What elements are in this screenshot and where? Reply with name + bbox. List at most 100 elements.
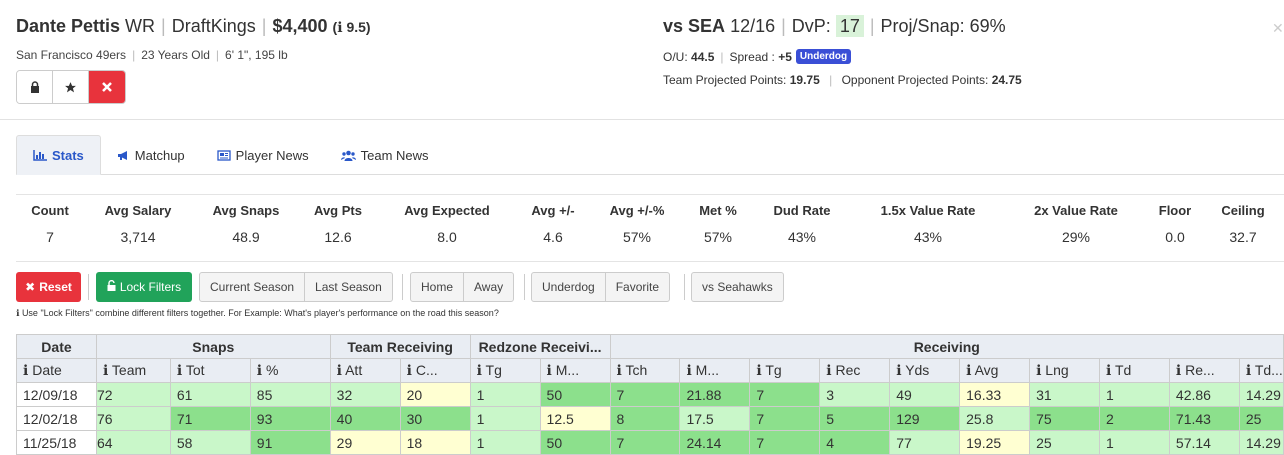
- favorite-button[interactable]: Favorite: [615, 280, 660, 294]
- group-team-receiving: Team Receiving: [329, 334, 471, 359]
- column-header[interactable]: ℹ C...: [399, 358, 471, 383]
- away-button[interactable]: Away: [474, 280, 504, 294]
- vs-team-button[interactable]: vs Seahawks: [702, 280, 773, 294]
- team-proj-label: Team Projected Points:: [663, 73, 787, 87]
- column-header[interactable]: ℹ Team: [95, 358, 171, 383]
- table-cell: 19.25: [959, 430, 1031, 455]
- table-cell: 7: [749, 382, 821, 407]
- game-log-table: Date Snaps Team Receiving Redzone Receiv…: [16, 334, 1284, 455]
- table-cell: 75: [1029, 406, 1100, 431]
- column-header[interactable]: ℹ Rec: [819, 358, 891, 383]
- lock-button[interactable]: [17, 71, 53, 103]
- home-button[interactable]: Home: [411, 273, 465, 301]
- column-header[interactable]: ℹ Date: [16, 358, 97, 383]
- dvp-label: DvP:: [791, 16, 831, 36]
- megaphone-icon: [117, 150, 127, 160]
- table-cell: 31: [1029, 382, 1100, 407]
- column-header[interactable]: ℹ Re...: [1168, 358, 1240, 383]
- sort-info-icon: ℹ: [1036, 362, 1046, 378]
- column-header[interactable]: ℹ Att: [329, 358, 401, 383]
- ou-value: 44.5: [691, 49, 715, 64]
- player-title: Dante Pettis WR | DraftKings | $4,400 (ℹ 9.5…: [16, 16, 371, 36]
- table-cell: 76: [95, 406, 171, 431]
- table-cell: 77: [889, 430, 961, 455]
- projected-points: Team Projected Points: 19.75 | Opponent …: [663, 73, 1022, 87]
- spread-value: +5: [778, 49, 792, 64]
- column-header[interactable]: ℹ M...: [679, 358, 751, 383]
- column-header[interactable]: ℹ Tg: [469, 358, 541, 383]
- tab-stats[interactable]: Stats: [16, 135, 101, 175]
- player-salary: $4,400: [272, 16, 328, 36]
- sort-info-icon: ℹ: [546, 362, 556, 378]
- underdog-badge: Underdog: [795, 49, 852, 64]
- close-icon: ✖: [25, 280, 36, 294]
- column-header[interactable]: ℹ M...: [539, 358, 611, 383]
- column-header[interactable]: ℹ Td...: [1238, 358, 1284, 383]
- table-cell: 1: [1099, 382, 1170, 407]
- lock-filters-button[interactable]: Lock Filters: [96, 272, 192, 302]
- tab-label: Matchup: [134, 147, 185, 163]
- stats-summary: Count 7 Avg Salary 3,714 Avg Snaps 48.9 Avg…: [16, 194, 1284, 262]
- column-header[interactable]: ℹ Tch: [609, 358, 681, 383]
- column-header[interactable]: ℹ %: [249, 358, 331, 383]
- table-cell: 71.43: [1168, 406, 1240, 431]
- column-header[interactable]: ℹ Tot: [169, 358, 251, 383]
- sort-info-icon: ℹ: [756, 362, 766, 378]
- table-cell: 49: [889, 382, 961, 407]
- lock-icon: [30, 81, 39, 93]
- remove-button[interactable]: [89, 71, 125, 103]
- sort-info-icon: ℹ: [1175, 362, 1186, 378]
- column-header[interactable]: ℹ Td: [1099, 358, 1170, 383]
- column-header[interactable]: ℹ Avg: [959, 358, 1031, 383]
- table-cell: 14.29: [1238, 430, 1284, 455]
- close-modal-icon[interactable]: ✕: [1272, 20, 1284, 36]
- table-group-header-row: Date Snaps Team Receiving Redzone Receiv…: [16, 334, 1284, 359]
- table-cell: 32: [329, 382, 401, 407]
- filter-bar: ✖ Reset Lock Filters Current Season Last …: [16, 272, 1284, 302]
- tab-team-news[interactable]: Team News: [325, 135, 445, 175]
- users-icon: [340, 150, 356, 161]
- underdog-button[interactable]: Underdog: [532, 273, 606, 301]
- table-cell: 25: [1238, 406, 1284, 431]
- table-row: 12/02/18 76 71 93 40 30 1 12.5 8 17.5 7 5 129 25.8 75 2…: [16, 406, 1284, 431]
- favorite-button[interactable]: [53, 71, 89, 103]
- column-header[interactable]: ℹ Yds: [889, 358, 961, 383]
- table-cell: 24.14: [679, 430, 751, 455]
- game-log: Date Snaps Team Receiving Redzone Receiv…: [16, 334, 1284, 455]
- table-cell: 3: [819, 382, 891, 407]
- tab-matchup[interactable]: Matchup: [101, 135, 201, 175]
- tab-label: Player News: [235, 147, 309, 163]
- table-cell: 17.5: [679, 406, 751, 431]
- sort-info-icon: ℹ: [476, 362, 486, 378]
- column-header[interactable]: ℹ Lng: [1029, 358, 1100, 383]
- sort-info-icon: ℹ: [616, 362, 626, 378]
- tab-player-news[interactable]: Player News: [201, 135, 325, 175]
- opp-proj-label: Opponent Projected Points:: [841, 73, 989, 87]
- odds-filter-group: Underdog Favorite: [531, 272, 671, 302]
- table-cell: 7: [749, 406, 821, 431]
- column-header[interactable]: ℹ Tg: [749, 358, 821, 383]
- player-site: DraftKings: [171, 16, 256, 36]
- dvp-value: 17: [835, 15, 864, 37]
- table-row: 11/25/18 64 58 91 29 18 1 50 7 24.14 7 4 77 19.25 25 1 5…: [16, 430, 1284, 455]
- table-cell: 50: [539, 430, 611, 455]
- last-season-button[interactable]: Last Season: [315, 280, 382, 294]
- table-cell: 64: [95, 430, 171, 455]
- bar-chart-icon: [33, 149, 47, 161]
- sort-info-icon: ℹ: [406, 362, 416, 378]
- table-cell: 93: [249, 406, 331, 431]
- player-rating: 9.5: [346, 19, 366, 35]
- table-row: 12/09/18 72 61 85 32 20 1 50 7 21.88 7 3 49 16.33 31 1 4…: [16, 382, 1284, 407]
- sort-info-icon: ℹ: [102, 362, 112, 378]
- table-cell: 25.8: [959, 406, 1031, 431]
- table-cell: 25: [1029, 430, 1100, 455]
- reset-button[interactable]: ✖ Reset: [16, 272, 81, 302]
- sort-info-icon: ℹ: [896, 362, 906, 378]
- table-cell: 85: [249, 382, 331, 407]
- player-name: Dante Pettis: [16, 16, 121, 36]
- odds-line: O/U: 44.5 | Spread : +5 Underdog: [663, 49, 852, 64]
- tab-label: Team News: [360, 147, 429, 163]
- current-season-button[interactable]: Current Season: [200, 273, 306, 301]
- table-body: 12/09/18 72 61 85 32 20 1 50 7 21.88 7 3 49 16.33 31 1 4…: [16, 382, 1284, 455]
- table-cell: 57.14: [1168, 430, 1240, 455]
